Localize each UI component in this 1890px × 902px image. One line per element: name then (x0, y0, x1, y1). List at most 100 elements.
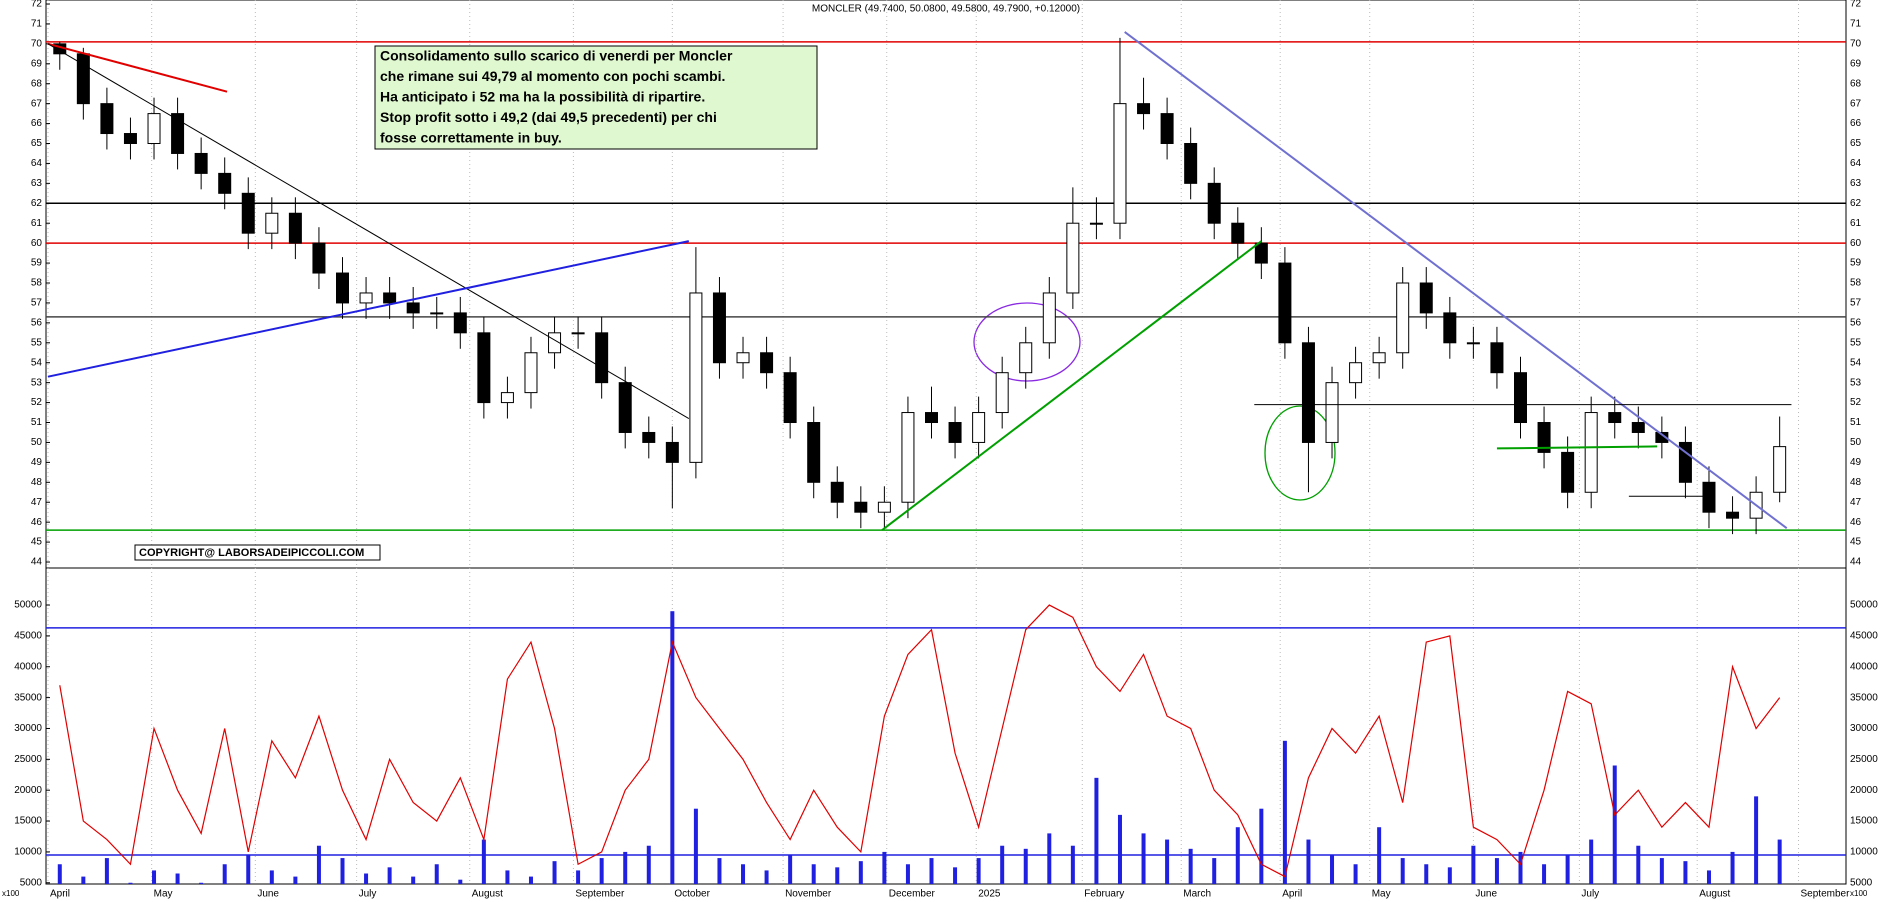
candle-body (500, 392, 514, 404)
volume-bar (1353, 864, 1358, 884)
volume-bar (1377, 827, 1382, 884)
volume-bar (552, 861, 557, 884)
candle-body (1042, 292, 1056, 344)
candle-body (359, 292, 373, 304)
candle-body (1419, 282, 1433, 314)
volume-bar (1282, 740, 1287, 884)
candle-body (948, 422, 962, 443)
volume-unit: x100 (2, 889, 20, 898)
candle-body (642, 431, 656, 443)
y-tick-label-right: 15000 (1850, 816, 1878, 827)
plot-frame (45, 0, 1847, 885)
candle-body (877, 501, 891, 513)
volume-bar (599, 858, 604, 884)
candle-body (783, 372, 797, 424)
volume-bar (1235, 827, 1240, 884)
volume-bar (1447, 867, 1452, 884)
volume-bar (364, 873, 369, 884)
volume-bar (646, 845, 651, 884)
y-tick-label: 45 (31, 537, 43, 548)
y-tick-label: 67 (31, 98, 43, 109)
candle-body (1349, 362, 1363, 384)
volume-bar (811, 864, 816, 884)
volume-bar (1494, 858, 1499, 884)
y-tick-label: 58 (31, 278, 43, 289)
candle-body (1019, 342, 1033, 374)
candle-body (1655, 431, 1669, 443)
y-tick-label-right: 67 (1850, 98, 1862, 109)
x-tick-label: October (674, 889, 710, 900)
volume-bar (1471, 845, 1476, 884)
y-tick-label-right: 71 (1850, 19, 1862, 30)
y-tick-label: 35000 (14, 692, 42, 703)
volume-bar (1000, 845, 1005, 884)
annotation-line: che rimane sui 49,79 al momento con poch… (380, 68, 725, 84)
x-tick-label: September (575, 889, 625, 900)
y-tick-label: 68 (31, 78, 43, 89)
candle-body (1113, 103, 1127, 224)
volume-bar (741, 864, 746, 884)
volume-bar (1306, 839, 1311, 884)
y-tick-label: 72 (31, 0, 43, 10)
volume-bar (693, 808, 698, 884)
x-tick-label: November (785, 889, 832, 900)
x-tick-label: July (1581, 889, 1599, 900)
copyright: COPYRIGHT@ LABORSADEIPICCOLI.COM (139, 547, 364, 559)
trend-line (47, 240, 690, 378)
y-tick-label: 44 (31, 557, 43, 568)
y-tick-label-right: 52 (1850, 397, 1862, 408)
y-tick-label: 57 (31, 298, 43, 309)
volume-bar (1212, 858, 1217, 884)
candle-body (288, 212, 302, 244)
candle-body (1631, 422, 1645, 433)
volume-bar (528, 876, 533, 884)
y-tick-label: 59 (31, 258, 43, 269)
y-tick-label-right: 60 (1850, 238, 1862, 249)
y-tick-label-right: 5000 (1850, 877, 1873, 888)
candle-body (100, 103, 114, 135)
trend-line (1124, 31, 1788, 529)
candle-body (618, 382, 632, 433)
y-tick-label-right: 70 (1850, 38, 1862, 49)
y-tick-label-right: 50000 (1850, 600, 1878, 611)
candle-body (218, 172, 232, 194)
highlight-ellipse (1264, 405, 1336, 501)
y-tick-label-right: 51 (1850, 417, 1862, 428)
volume-bar (175, 873, 180, 884)
y-tick-label: 25000 (14, 754, 42, 765)
y-tick-label-right: 45000 (1850, 631, 1878, 642)
candle-body (1160, 113, 1174, 144)
candle-body (1773, 446, 1787, 493)
candle-body (336, 272, 349, 304)
y-tick-label-right: 65 (1850, 138, 1862, 149)
volume-bar (57, 864, 62, 884)
chart-title: MONCLER (49.7400, 50.0800, 49.5800, 49.7… (812, 4, 1080, 15)
candle-body (1184, 142, 1198, 184)
volume-bar (128, 882, 133, 884)
y-tick-label: 51 (31, 417, 43, 428)
candle-body (194, 152, 208, 174)
candle-body (665, 441, 679, 463)
x-tick-label: July (359, 889, 377, 900)
y-tick-label-right: 69 (1850, 58, 1862, 69)
candle-body (477, 332, 491, 404)
y-tick-label: 49 (31, 457, 43, 468)
volume-bar (953, 867, 958, 884)
candle-body (406, 302, 420, 314)
x-tick-label: September (1801, 889, 1851, 900)
volume-bar (1636, 845, 1641, 884)
y-tick-label: 55 (31, 337, 43, 348)
y-tick-label-right: 61 (1850, 218, 1862, 229)
volume-bar (1047, 833, 1052, 884)
y-tick-label-right: 45 (1850, 537, 1862, 548)
y-tick-label-right: 56 (1850, 318, 1862, 329)
candle-body (524, 352, 538, 394)
volume-bar (858, 861, 863, 884)
x-tick-label: May (1372, 889, 1391, 900)
volume-bar (717, 858, 722, 884)
candle-body (1490, 342, 1504, 374)
candle-body (1514, 372, 1527, 424)
volume-bar (835, 867, 840, 884)
volume-bar (1542, 864, 1547, 884)
